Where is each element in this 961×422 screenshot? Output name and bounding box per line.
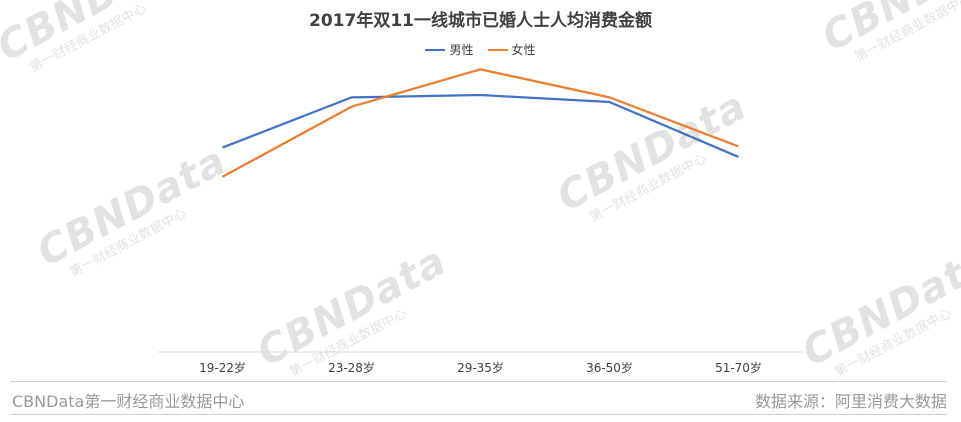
x-tick-label: 19-22岁 (199, 360, 246, 375)
legend: 男性 女性 (0, 41, 961, 58)
x-tick-label: 51-70岁 (715, 360, 762, 375)
legend-item: 男性 (425, 41, 474, 58)
x-tick-label: 36-50岁 (586, 360, 633, 375)
legend-swatch (487, 48, 508, 51)
x-tick-label: 29-35岁 (457, 360, 504, 375)
footer-divider (10, 414, 947, 415)
legend-item: 女性 (487, 41, 536, 58)
chart-title: 2017年双11一线城市已婚人士人均消费金额 (309, 11, 652, 31)
footer-source-right: 数据来源：阿里消费大数据 (754, 392, 947, 411)
legend-swatch (425, 48, 446, 51)
legend-label: 女性 (511, 43, 536, 57)
series-line (222, 93, 739, 158)
footer-source-left: CBNData第一财经商业数据中心 (12, 392, 245, 411)
legend-label: 男性 (449, 43, 474, 57)
footer-divider (10, 381, 947, 382)
line-chart: 19-22岁 23-28岁 29-35岁 36-50岁 51-70岁 (158, 68, 803, 375)
series-line (221, 68, 739, 178)
x-tick-label: 23-28岁 (328, 360, 375, 375)
